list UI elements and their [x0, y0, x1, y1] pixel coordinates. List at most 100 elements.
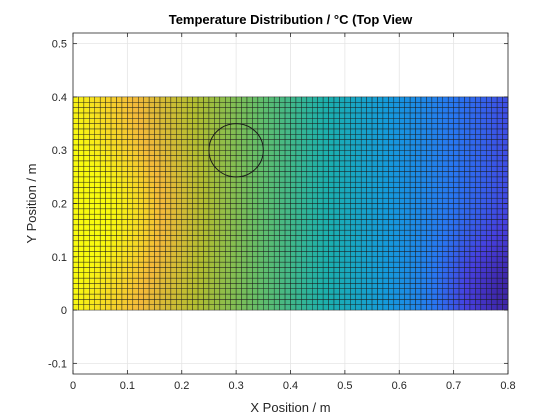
heatmap-cell — [393, 144, 400, 151]
heatmap-cell — [197, 229, 204, 236]
heatmap-cell — [263, 139, 269, 146]
heatmap-cell — [382, 165, 389, 172]
heatmap-cell — [295, 139, 302, 146]
heatmap-cell — [89, 176, 95, 183]
heatmap-cell — [138, 107, 144, 114]
heatmap-cell — [447, 155, 454, 162]
heatmap-cell — [116, 171, 123, 178]
heatmap-cell — [203, 171, 210, 178]
heatmap-cell — [442, 176, 449, 183]
heatmap-cell — [453, 112, 460, 119]
heatmap-cell — [295, 251, 302, 258]
heatmap-cell — [382, 293, 389, 300]
heatmap-cell — [257, 171, 264, 178]
heatmap-cell — [469, 219, 476, 226]
heatmap-cell — [301, 118, 308, 124]
heatmap-cell — [426, 224, 433, 231]
heatmap-cell — [116, 240, 123, 247]
heatmap-cell — [295, 123, 302, 130]
heatmap-cell — [486, 203, 492, 210]
heatmap-cell — [225, 272, 231, 279]
heatmap-cell — [257, 251, 264, 258]
heatmap-cell — [388, 235, 395, 242]
heatmap-cell — [268, 283, 275, 289]
heatmap-cell — [83, 219, 90, 226]
heatmap-cell — [355, 261, 362, 268]
heatmap-cell — [290, 197, 297, 204]
heatmap-cell — [72, 293, 79, 300]
heatmap-cell — [328, 213, 335, 220]
heatmap-cell — [94, 165, 101, 172]
heatmap-cell — [203, 123, 210, 130]
heatmap-cell — [322, 224, 329, 231]
heatmap-cell — [138, 96, 144, 103]
heatmap-cell — [431, 96, 438, 103]
heatmap-cell — [360, 229, 367, 236]
heatmap-cell — [350, 267, 356, 273]
heatmap-cell — [138, 102, 144, 108]
heatmap-cell — [355, 149, 362, 156]
heatmap-cell — [121, 267, 128, 273]
heatmap-cell — [496, 118, 503, 124]
heatmap-cell — [382, 112, 389, 119]
heatmap-cell — [442, 208, 449, 215]
heatmap-cell — [404, 192, 411, 199]
heatmap-cell — [333, 181, 340, 188]
heatmap-cell — [388, 219, 395, 226]
heatmap-cell — [333, 203, 340, 210]
heatmap-cell — [225, 187, 231, 194]
heatmap-cell — [486, 272, 492, 279]
heatmap-cell — [486, 192, 492, 199]
heatmap-cell — [89, 245, 95, 252]
heatmap-cell — [235, 251, 242, 258]
heatmap-cell — [409, 245, 416, 252]
heatmap-cell — [225, 181, 231, 188]
heatmap-cell — [431, 187, 438, 194]
heatmap-cell — [486, 267, 492, 273]
heatmap-cell — [355, 181, 362, 188]
heatmap-cell — [192, 134, 199, 140]
heatmap-cell — [377, 187, 384, 194]
heatmap-cell — [83, 192, 90, 199]
heatmap-cell — [333, 272, 340, 279]
heatmap-cell — [78, 171, 85, 178]
heatmap-cell — [116, 139, 123, 146]
heatmap-cell — [154, 139, 161, 146]
heatmap-cell — [486, 304, 492, 311]
heatmap-cell — [284, 251, 291, 258]
heatmap-cell — [360, 176, 367, 183]
heatmap-cell — [121, 96, 128, 103]
heatmap-cell — [246, 277, 253, 284]
heatmap-cell — [181, 219, 188, 226]
heatmap-cell — [366, 229, 373, 236]
heatmap-cell — [393, 293, 400, 300]
heatmap-cell — [273, 267, 280, 273]
heatmap-cell — [197, 165, 204, 172]
heatmap-cell — [393, 251, 400, 258]
heatmap-cell — [475, 256, 482, 263]
heatmap-cell — [99, 192, 106, 199]
heatmap-cell — [393, 155, 400, 162]
heatmap-cell — [279, 240, 286, 247]
heatmap-cell — [339, 165, 346, 172]
heatmap-cell — [312, 213, 318, 220]
heatmap-cell — [181, 235, 188, 242]
heatmap-cell — [165, 197, 172, 204]
heatmap-cell — [219, 192, 226, 199]
heatmap-cell — [486, 224, 492, 231]
heatmap-cell — [486, 251, 492, 258]
heatmap-cell — [360, 304, 367, 311]
heatmap-cell — [257, 112, 264, 119]
heatmap-cell — [159, 267, 166, 273]
heatmap-cell — [393, 107, 400, 114]
heatmap-cell — [192, 107, 199, 114]
heatmap-cell — [322, 304, 329, 311]
heatmap-cell — [350, 240, 356, 247]
heatmap-cell — [322, 160, 329, 167]
heatmap-cell — [328, 139, 335, 146]
heatmap-cell — [333, 283, 340, 289]
heatmap-cell — [83, 197, 90, 204]
heatmap-cell — [486, 235, 492, 242]
heatmap-cell — [263, 240, 269, 247]
heatmap-cell — [437, 224, 443, 231]
